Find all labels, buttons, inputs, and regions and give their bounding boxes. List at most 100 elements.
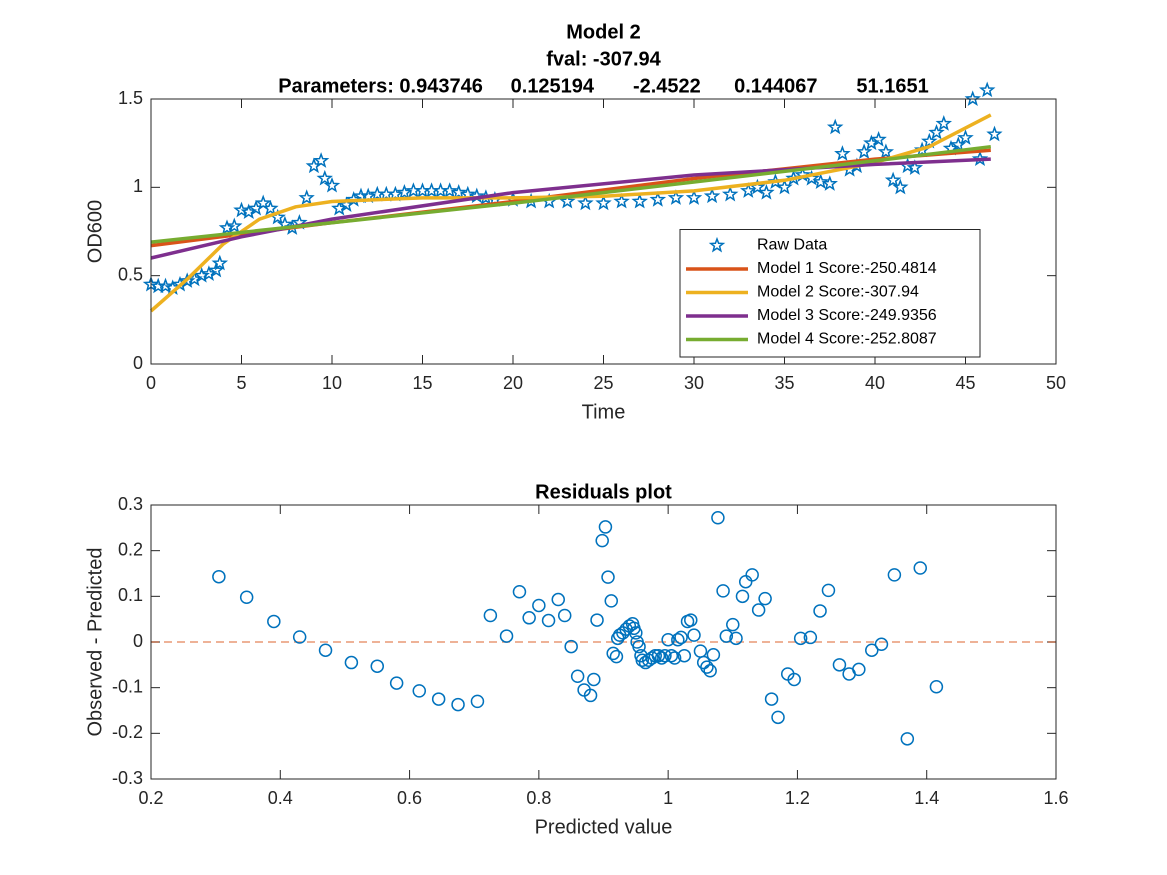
data-point xyxy=(870,130,887,147)
data-point xyxy=(758,183,775,200)
data-point xyxy=(412,684,427,698)
data-point xyxy=(595,194,612,211)
data-point xyxy=(803,630,818,645)
data-point xyxy=(451,697,465,712)
data-point xyxy=(758,591,772,606)
data-point xyxy=(751,603,766,617)
data-point xyxy=(651,648,666,663)
data-point xyxy=(874,637,889,652)
data-point xyxy=(583,688,598,703)
y-tick-label: 0.5 xyxy=(118,264,143,284)
y-tick-label: 0.1 xyxy=(118,585,143,605)
data-point xyxy=(598,520,613,534)
data-point xyxy=(654,651,669,665)
data-point xyxy=(226,217,243,234)
data-point xyxy=(884,171,902,188)
data-point xyxy=(193,267,210,283)
chart-subtitle: fval: -307.94 xyxy=(546,48,661,70)
data-point xyxy=(577,194,594,211)
legend-label: Model 4 Score:-252.8087 xyxy=(757,331,937,348)
data-point xyxy=(812,173,829,190)
data-point xyxy=(370,659,384,673)
data-point xyxy=(771,710,785,725)
y-axis-label: OD600 xyxy=(84,200,106,263)
data-point xyxy=(631,192,648,209)
data-point xyxy=(664,648,679,663)
data-point xyxy=(892,178,909,195)
data-line xyxy=(150,144,992,244)
data-point xyxy=(344,655,359,670)
data-point xyxy=(661,632,675,647)
data-point xyxy=(906,159,924,175)
data-point xyxy=(834,145,851,161)
data-point xyxy=(157,277,174,294)
data-point xyxy=(499,629,514,643)
data-point xyxy=(865,643,879,657)
data-point xyxy=(826,118,844,135)
x-tick-label: 0.4 xyxy=(268,788,293,808)
data-point xyxy=(648,648,662,663)
data-point xyxy=(512,585,527,599)
x-tick-label: 1.4 xyxy=(914,788,939,808)
data-point xyxy=(595,533,609,548)
data-point xyxy=(776,178,793,195)
data-point xyxy=(957,129,974,145)
data-point xyxy=(601,570,615,584)
y-tick-label: 0 xyxy=(133,353,143,373)
x-tick-label: 1.6 xyxy=(1043,788,1068,808)
data-point xyxy=(483,608,498,623)
data-point xyxy=(971,150,989,167)
x-tick-label: 0.2 xyxy=(138,788,163,808)
data-point xyxy=(212,569,226,584)
data-point xyxy=(298,189,315,205)
y-tick-label: 1 xyxy=(133,176,143,196)
data-point xyxy=(450,183,467,200)
data-point xyxy=(649,191,667,207)
data-point xyxy=(852,662,866,677)
x-tick-label: 0 xyxy=(146,373,156,393)
data-point xyxy=(635,653,650,668)
data-point xyxy=(389,676,404,690)
data-point xyxy=(292,630,307,644)
x-tick-label: 20 xyxy=(503,373,523,393)
data-point xyxy=(609,649,624,664)
data-point xyxy=(964,90,981,107)
data-point xyxy=(832,658,847,672)
x-tick-label: 10 xyxy=(322,373,342,393)
legend-label: Model 2 Score:-307.94 xyxy=(757,284,919,301)
data-point xyxy=(687,628,701,642)
data-point xyxy=(813,604,827,618)
x-tick-label: 1 xyxy=(663,788,673,808)
data-point xyxy=(674,630,688,645)
data-line xyxy=(150,157,991,260)
x-tick-label: 1.2 xyxy=(785,788,810,808)
axes-frame xyxy=(150,98,1057,365)
x-tick-label: 0.8 xyxy=(526,788,551,808)
y-tick-label: -0.1 xyxy=(112,676,143,696)
y-tick-label: 0.3 xyxy=(118,494,143,514)
data-point xyxy=(821,175,838,191)
data-point xyxy=(703,187,721,204)
data-point xyxy=(557,608,572,623)
data-point xyxy=(587,672,601,687)
data-point xyxy=(887,568,902,582)
data-point xyxy=(570,669,585,683)
data-point xyxy=(431,692,446,706)
y-tick-label: 0.2 xyxy=(118,539,143,559)
data-point xyxy=(239,590,254,604)
x-tick-label: 30 xyxy=(684,373,704,393)
data-point xyxy=(986,125,1003,142)
data-point xyxy=(726,617,740,632)
x-tick-label: 0.6 xyxy=(397,788,422,808)
data-point xyxy=(978,81,996,98)
y-axis-label: Observed - Predicted xyxy=(84,548,106,737)
data-point xyxy=(685,189,703,205)
data-point xyxy=(233,201,250,218)
chart-title: Model 2 xyxy=(566,21,640,43)
chart-subtitle: Parameters: 0.943746 0.125194 -2.4522 0.… xyxy=(278,75,928,97)
data-point xyxy=(522,611,536,625)
data-point xyxy=(684,613,698,627)
data-point xyxy=(218,219,236,235)
data-point xyxy=(729,631,743,646)
